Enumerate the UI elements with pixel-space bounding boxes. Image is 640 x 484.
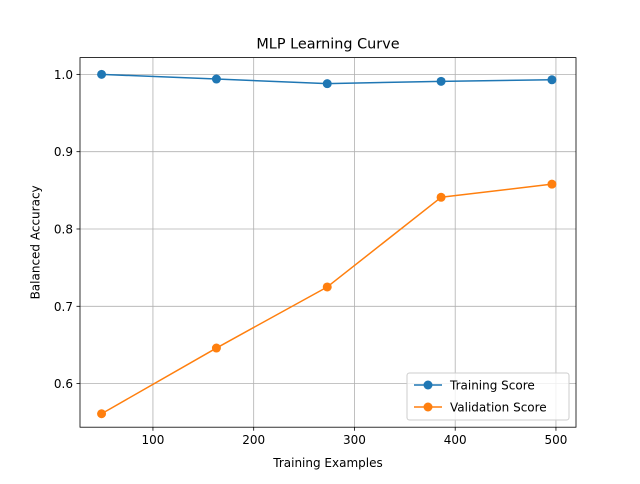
series-training-score <box>97 69 557 89</box>
x-tick-label: 100 <box>141 433 164 447</box>
legend-marker-training-score <box>423 380 433 390</box>
x-tick-label: 300 <box>343 433 366 447</box>
x-tick-label: 400 <box>444 433 467 447</box>
data-point-validation-score <box>436 192 446 202</box>
data-point-training-score <box>436 76 446 86</box>
x-axis-label: Training Examples <box>272 456 382 470</box>
data-point-training-score <box>322 79 332 89</box>
data-point-validation-score <box>211 343 221 353</box>
data-point-validation-score <box>97 409 107 419</box>
legend-box <box>406 372 570 421</box>
data-point-validation-score <box>322 282 332 292</box>
y-tick-label: 0.9 <box>54 145 73 159</box>
data-point-training-score <box>97 69 107 79</box>
series-layer <box>97 69 557 419</box>
y-axis: 0.6 0.7 0.8 0.9 1.0 <box>54 68 80 391</box>
grid-lines <box>80 57 576 428</box>
x-axis: 100 200 300 400 500 <box>141 427 567 447</box>
data-point-validation-score <box>547 179 557 189</box>
chart-title: MLP Learning Curve <box>256 37 399 53</box>
y-tick-label: 0.7 <box>54 300 73 314</box>
legend-marker-validation-score <box>423 402 433 412</box>
y-tick-label: 0.8 <box>54 222 73 236</box>
x-tick-label: 200 <box>242 433 265 447</box>
data-point-training-score <box>547 75 557 85</box>
y-axis-label: Balanced Accuracy <box>29 185 43 299</box>
x-tick-label: 500 <box>544 433 567 447</box>
y-tick-label: 0.6 <box>54 377 73 391</box>
legend: Training Score Validation Score <box>406 372 570 421</box>
data-point-training-score <box>211 74 221 84</box>
legend-label-training-score: Training Score <box>449 379 535 393</box>
y-tick-label: 1.0 <box>54 68 73 82</box>
legend-label-validation-score: Validation Score <box>450 401 547 415</box>
series-validation-score <box>97 179 557 419</box>
plot-frame <box>79 57 577 428</box>
